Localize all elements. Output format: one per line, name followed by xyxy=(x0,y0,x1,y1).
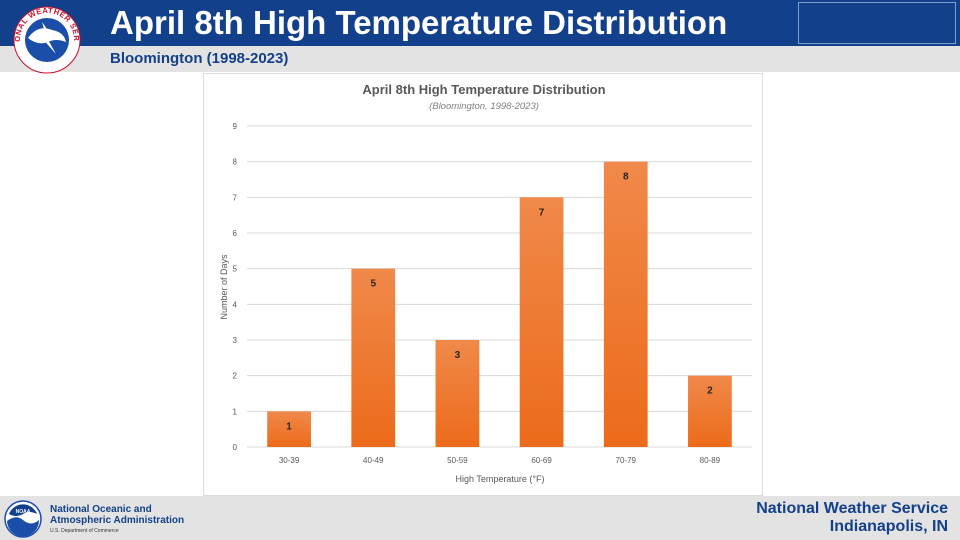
bar-40-49 xyxy=(351,268,396,447)
footer-bar xyxy=(0,496,960,540)
x-tick-label: 60-69 xyxy=(531,456,552,465)
x-tick-label: 50-59 xyxy=(447,456,468,465)
bar-70-79 xyxy=(603,161,648,447)
data-label-60-69: 7 xyxy=(539,207,545,218)
x-tick-label: 40-49 xyxy=(363,456,384,465)
bar-chart: April 8th High Temperature Distribution … xyxy=(219,82,752,484)
data-label-80-89: 2 xyxy=(707,386,713,397)
header-placeholder-box xyxy=(798,2,956,44)
y-tick-label: 9 xyxy=(233,122,238,131)
y-tick-label: 2 xyxy=(233,372,238,381)
y-tick-label: 6 xyxy=(233,229,238,238)
chart-panel: April 8th High Temperature Distribution … xyxy=(203,73,763,496)
noaa-name-line1: National Oceanic and xyxy=(50,504,152,515)
y-tick-label: 1 xyxy=(233,407,238,416)
x-axis-label: High Temperature (°F) xyxy=(456,474,545,484)
y-axis-label: Number of Days xyxy=(219,254,229,320)
office-location: Indianapolis, IN xyxy=(829,518,948,535)
bar-80-89 xyxy=(688,375,732,447)
bar-30-39 xyxy=(267,411,311,447)
bars xyxy=(267,161,732,447)
y-tick-label: 5 xyxy=(233,265,238,274)
noaa-logo: NOAA xyxy=(4,500,42,538)
office-name: National Weather Service xyxy=(756,500,948,517)
data-labels: 1 5 3 7 8 2 xyxy=(286,172,713,433)
data-label-50-59: 3 xyxy=(455,350,461,361)
page-subtitle: Bloomington (1998-2023) xyxy=(110,50,289,67)
subheader-bar xyxy=(0,46,960,72)
chart-subtitle: (Bloomington, 1998-2023) xyxy=(429,101,539,112)
y-tick-label: 0 xyxy=(233,443,238,452)
y-axis-ticks: 0 1 2 3 4 5 6 7 8 9 xyxy=(233,122,238,452)
noaa-department: U.S. Department of Commerce xyxy=(50,528,119,534)
data-label-70-79: 8 xyxy=(623,172,629,183)
chart-title: April 8th High Temperature Distribution xyxy=(362,82,605,97)
noaa-name-line2: Atmospheric Administration xyxy=(50,515,185,526)
y-tick-label: 4 xyxy=(233,300,238,309)
page-title: April 8th High Temperature Distribution xyxy=(110,4,728,41)
bar-60-69 xyxy=(519,197,564,447)
gridlines xyxy=(247,125,752,448)
data-label-40-49: 5 xyxy=(370,279,376,290)
bar-50-59 xyxy=(435,340,480,447)
y-tick-label: 8 xyxy=(233,158,238,167)
x-tick-label: 70-79 xyxy=(616,456,637,465)
y-tick-label: 7 xyxy=(233,193,238,202)
x-axis-ticks: 30-39 40-49 50-59 60-69 70-79 80-89 xyxy=(279,456,721,465)
x-tick-label: 80-89 xyxy=(700,456,721,465)
x-tick-label: 30-39 xyxy=(279,456,300,465)
y-tick-label: 3 xyxy=(233,336,238,345)
data-label-30-39: 1 xyxy=(286,421,292,432)
nws-seal-logo: NATIONAL WEATHER SERVICE xyxy=(8,2,81,74)
noaa-mark-text: NOAA xyxy=(16,509,31,515)
